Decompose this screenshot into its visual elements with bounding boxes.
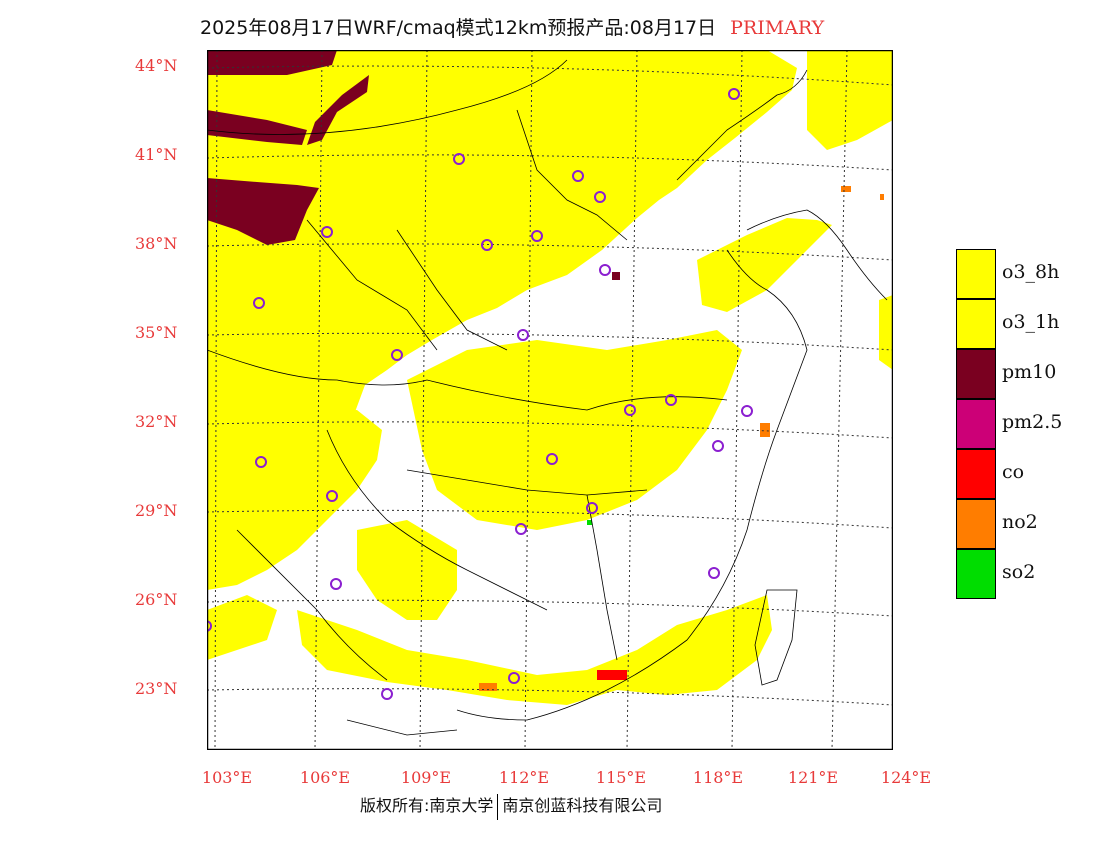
o3-south-area [297, 595, 772, 705]
primary-tag: PRIMARY [730, 17, 825, 39]
o3-northeast-area [807, 50, 893, 150]
pm10-spot [612, 272, 620, 280]
no2-spot [841, 186, 851, 192]
legend-label: co [1002, 461, 1025, 483]
lat-label-23: 23°N [135, 679, 178, 698]
station-marker [508, 672, 520, 684]
pm10-inner-mongolia [307, 75, 369, 145]
station-marker [712, 440, 724, 452]
legend-label: no2 [1002, 511, 1038, 533]
station-marker [453, 153, 465, 165]
legend-swatch [956, 399, 996, 449]
station-marker [255, 456, 267, 468]
copyright-left: 版权所有:南京大学 [360, 796, 494, 815]
o3-southwest-area [207, 595, 277, 660]
o3-central-area [407, 330, 742, 530]
station-marker [321, 226, 333, 238]
o3-east-edge [879, 295, 893, 370]
lon-label-115: 115°E [595, 768, 647, 787]
station-marker [531, 230, 543, 242]
lon-label-106: 106°E [299, 768, 351, 787]
legend-label: o3_8h [1002, 261, 1060, 283]
map-frame [207, 50, 893, 750]
lat-label-44: 44°N [135, 56, 178, 75]
lat-label-29: 29°N [135, 501, 178, 520]
lon-label-103: 103°E [201, 768, 253, 787]
lon-label-112: 112°E [498, 768, 550, 787]
legend-swatch [956, 349, 996, 399]
station-marker [515, 523, 527, 535]
station-marker [665, 394, 677, 406]
lon-label-124: 124°E [880, 768, 932, 787]
minor-pollutant-spots [479, 186, 884, 691]
copyright-separator [497, 793, 499, 820]
legend-label: so2 [1002, 561, 1036, 583]
lon-label-109: 109°E [400, 768, 452, 787]
station-marker [546, 453, 558, 465]
forecast-map [207, 50, 893, 750]
lat-label-38: 38°N [135, 234, 178, 253]
pm10-northwest-2 [207, 178, 319, 245]
lon-label-121: 121°E [787, 768, 839, 787]
lat-label-32: 32°N [135, 412, 178, 431]
boundary-lines [207, 59, 888, 736]
title-text: 2025年08月17日WRF/cmaq模式12km预报产品:08月17日 [200, 17, 717, 39]
legend-swatch [956, 499, 996, 549]
o3-north-area [207, 50, 797, 428]
lat-label-35: 35°N [135, 323, 178, 342]
station-marker [253, 297, 265, 309]
legend-label: o3_1h [1002, 311, 1060, 333]
lat-label-41: 41°N [135, 145, 178, 164]
lat-label-26: 26°N [135, 590, 178, 609]
station-marker [572, 170, 584, 182]
map-title: 2025年08月17日WRF/cmaq模式12km预报产品:08月17日 PRIM… [200, 13, 824, 40]
station-marker [381, 688, 393, 700]
no2-spot [479, 683, 497, 691]
station-marker [586, 502, 598, 514]
station-marker [624, 404, 636, 416]
legend-label: pm2.5 [1002, 411, 1063, 433]
so2-spot [587, 520, 592, 525]
station-marker [517, 329, 529, 341]
map-border [207, 50, 893, 750]
co-spot [597, 670, 627, 680]
legend-swatch [956, 299, 996, 349]
station-marker [728, 88, 740, 100]
pm10-areas [207, 50, 369, 245]
no2-spot [880, 194, 884, 200]
station-marker [481, 239, 493, 251]
station-marker [599, 264, 611, 276]
o3-shandong-area [697, 218, 832, 312]
legend-swatch [956, 449, 996, 499]
pm10-top-left [207, 50, 337, 75]
station-marker [326, 490, 338, 502]
no2-spot [760, 423, 770, 437]
o3-jiangxi-area [357, 520, 457, 620]
station-marker [207, 620, 212, 632]
station-marker [391, 349, 403, 361]
station-marker [330, 578, 342, 590]
station-marker [741, 405, 753, 417]
station-marker [594, 191, 606, 203]
legend-label: pm10 [1002, 361, 1057, 383]
legend-swatch [956, 249, 996, 299]
pm10-northwest-1 [207, 110, 307, 145]
station-marker [708, 567, 720, 579]
station-markers [207, 88, 753, 700]
legend-swatch [956, 549, 996, 599]
copyright-right: 南京创蓝科技有限公司 [502, 796, 663, 815]
lon-label-118: 118°E [692, 768, 744, 787]
copyright-footer: 版权所有:南京大学 南京创蓝科技有限公司 [360, 792, 662, 820]
